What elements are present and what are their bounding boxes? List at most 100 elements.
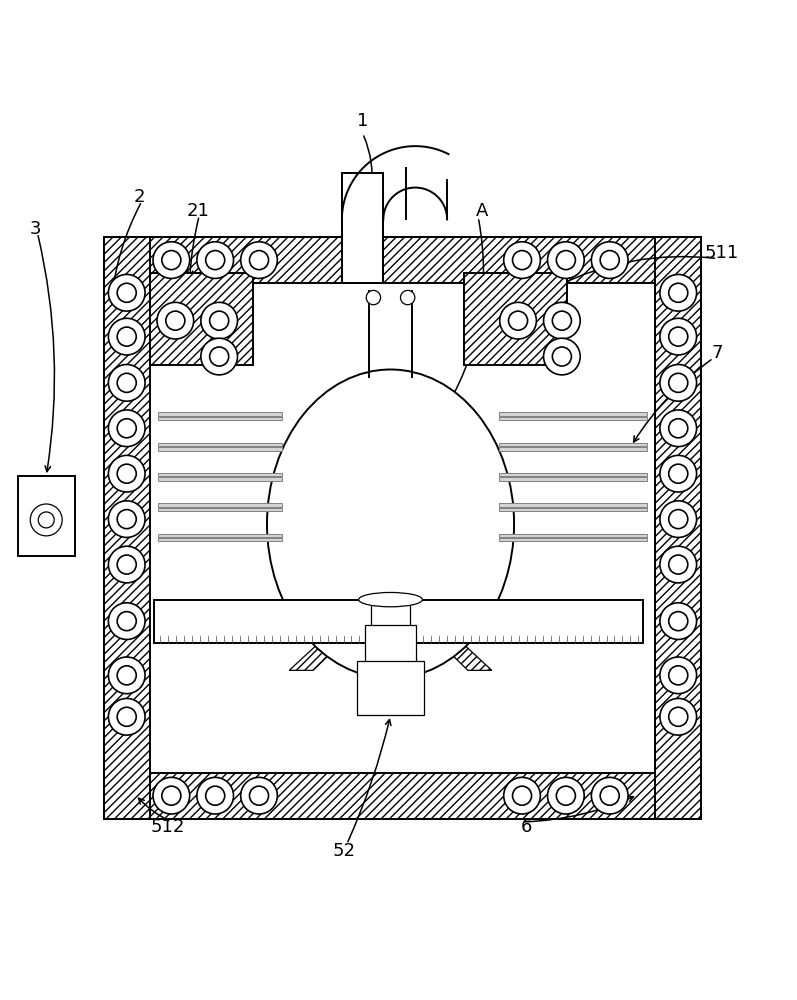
Circle shape bbox=[206, 251, 225, 270]
Circle shape bbox=[548, 777, 584, 814]
Circle shape bbox=[669, 327, 688, 346]
Bar bbox=[499, 508, 647, 511]
Circle shape bbox=[117, 327, 136, 346]
Circle shape bbox=[108, 274, 145, 311]
Circle shape bbox=[591, 242, 628, 278]
Circle shape bbox=[508, 311, 528, 330]
Bar bbox=[158, 412, 282, 416]
Circle shape bbox=[117, 419, 136, 438]
Text: 6: 6 bbox=[520, 818, 532, 836]
Circle shape bbox=[544, 338, 580, 375]
Bar bbox=[499, 534, 647, 537]
Circle shape bbox=[669, 464, 688, 483]
Circle shape bbox=[117, 283, 136, 302]
Bar bbox=[158, 508, 282, 511]
Text: 1: 1 bbox=[357, 112, 368, 130]
Circle shape bbox=[500, 302, 536, 339]
Bar bbox=[499, 412, 647, 416]
Bar bbox=[158, 503, 282, 507]
Bar bbox=[655, 237, 701, 819]
Circle shape bbox=[157, 302, 194, 339]
Circle shape bbox=[669, 283, 688, 302]
Circle shape bbox=[512, 786, 532, 805]
Bar bbox=[499, 503, 647, 507]
Bar bbox=[158, 477, 282, 481]
Circle shape bbox=[162, 786, 181, 805]
Bar bbox=[499, 473, 647, 476]
Polygon shape bbox=[289, 599, 387, 670]
Circle shape bbox=[108, 318, 145, 355]
Circle shape bbox=[660, 318, 697, 355]
Circle shape bbox=[600, 251, 619, 270]
Circle shape bbox=[504, 777, 540, 814]
Circle shape bbox=[249, 786, 269, 805]
Circle shape bbox=[108, 603, 145, 639]
Text: 4: 4 bbox=[29, 523, 40, 541]
Circle shape bbox=[153, 777, 190, 814]
Circle shape bbox=[117, 707, 136, 726]
Circle shape bbox=[201, 338, 238, 375]
Circle shape bbox=[660, 365, 697, 401]
Text: 512: 512 bbox=[150, 818, 185, 836]
Circle shape bbox=[400, 290, 414, 305]
Text: 2: 2 bbox=[134, 188, 145, 206]
Circle shape bbox=[660, 455, 697, 492]
Circle shape bbox=[108, 698, 145, 735]
Circle shape bbox=[591, 777, 628, 814]
Circle shape bbox=[660, 274, 697, 311]
Circle shape bbox=[210, 347, 229, 366]
Bar bbox=[499, 538, 647, 541]
Circle shape bbox=[669, 373, 688, 392]
Text: 511: 511 bbox=[705, 244, 738, 262]
Circle shape bbox=[117, 373, 136, 392]
Circle shape bbox=[669, 612, 688, 631]
Polygon shape bbox=[395, 599, 492, 670]
Circle shape bbox=[548, 242, 584, 278]
Bar bbox=[158, 473, 282, 476]
Bar bbox=[464, 273, 567, 365]
Circle shape bbox=[108, 455, 145, 492]
Bar bbox=[104, 237, 701, 819]
Circle shape bbox=[660, 603, 697, 639]
Bar bbox=[365, 625, 416, 663]
Circle shape bbox=[552, 311, 571, 330]
Circle shape bbox=[669, 707, 688, 726]
Circle shape bbox=[366, 290, 381, 305]
Circle shape bbox=[600, 786, 619, 805]
Circle shape bbox=[108, 365, 145, 401]
Circle shape bbox=[166, 311, 185, 330]
Bar bbox=[342, 173, 383, 283]
Circle shape bbox=[669, 555, 688, 574]
Circle shape bbox=[504, 242, 540, 278]
Circle shape bbox=[660, 501, 697, 537]
Bar bbox=[158, 447, 282, 451]
Circle shape bbox=[241, 242, 277, 278]
Bar bbox=[104, 773, 701, 819]
Bar bbox=[104, 237, 701, 283]
Circle shape bbox=[108, 546, 145, 583]
Circle shape bbox=[38, 512, 54, 528]
Bar bbox=[499, 417, 647, 420]
Bar bbox=[158, 538, 282, 541]
Bar bbox=[499, 443, 647, 446]
Circle shape bbox=[117, 666, 136, 685]
Bar bbox=[357, 661, 424, 715]
Circle shape bbox=[206, 786, 225, 805]
Text: 21: 21 bbox=[186, 202, 209, 220]
Text: 7: 7 bbox=[712, 344, 723, 362]
Bar bbox=[371, 597, 410, 628]
Circle shape bbox=[669, 510, 688, 529]
Circle shape bbox=[556, 786, 575, 805]
Circle shape bbox=[512, 251, 532, 270]
Circle shape bbox=[249, 251, 269, 270]
Bar bbox=[158, 417, 282, 420]
Bar bbox=[158, 534, 282, 537]
Circle shape bbox=[669, 419, 688, 438]
Circle shape bbox=[552, 347, 571, 366]
Circle shape bbox=[30, 504, 62, 536]
Circle shape bbox=[117, 464, 136, 483]
Bar bbox=[104, 237, 150, 819]
Circle shape bbox=[117, 612, 136, 631]
Circle shape bbox=[162, 251, 181, 270]
Bar bbox=[158, 443, 282, 446]
